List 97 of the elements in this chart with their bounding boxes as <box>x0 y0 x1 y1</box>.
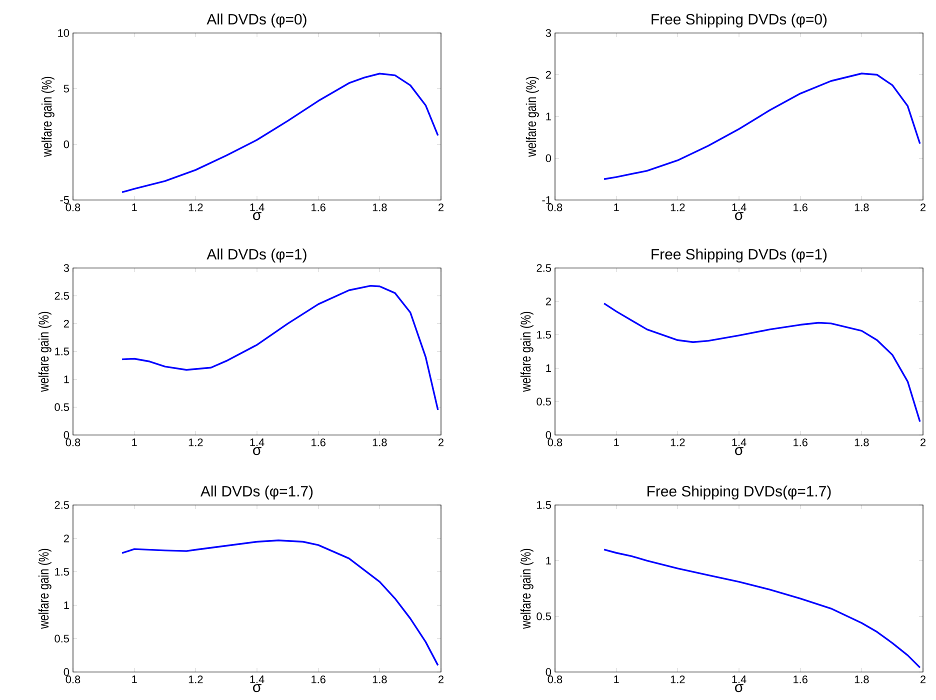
x-tick-label: 1.6 <box>794 438 808 446</box>
x-tick-label: 1 <box>132 204 137 212</box>
y-tick-label: 3 <box>546 29 551 37</box>
y-tick-label: 1 <box>546 112 551 120</box>
y-axis-title: welfare gain (%) <box>520 312 534 392</box>
x-tick-label: 1.4 <box>732 676 746 684</box>
x-tick-label: 2 <box>920 676 926 684</box>
x-tick-label: 2 <box>438 438 444 446</box>
line-series <box>121 72 439 194</box>
x-tick-label: 1.8 <box>372 204 387 212</box>
x-tick-label: 1.6 <box>794 676 808 684</box>
y-tick-label: 0.5 <box>536 612 552 620</box>
y-tick-label: 2 <box>64 320 69 328</box>
y-tick-label: 2 <box>546 298 551 306</box>
x-tick-label: 1 <box>614 438 619 446</box>
x-tick-label: 0.8 <box>548 204 562 212</box>
x-tick-label: 2 <box>438 204 444 212</box>
y-tick-label: 2 <box>546 70 551 79</box>
y-tick-label: 0 <box>64 431 70 439</box>
x-tick-label: 1.4 <box>732 438 746 446</box>
y-tick-label: 0 <box>546 431 552 439</box>
chart-title: Free Shipping DVDs(φ=1.7) <box>648 486 831 500</box>
x-axis-title: σ <box>253 212 262 220</box>
y-tick-label: 0.5 <box>54 634 70 642</box>
y-axis-title: welfare gain (%) <box>526 76 539 157</box>
y-tick-label: 5 <box>64 84 70 92</box>
x-tick-label: 1.8 <box>372 438 387 446</box>
x-tick-label: 1.8 <box>372 676 387 684</box>
x-tick-label: 1.4 <box>250 676 264 684</box>
y-tick-label: 1 <box>64 376 69 384</box>
chart-title: Free Shipping DVDs (φ=0) <box>652 14 827 28</box>
line-series <box>603 548 921 668</box>
y-tick-label: 1.5 <box>55 568 70 576</box>
x-tick-label: 0.8 <box>548 676 562 684</box>
x-tick-label: 1 <box>132 676 137 684</box>
x-tick-label: 1.8 <box>854 204 869 212</box>
y-axis-title: welfare gain (%) <box>41 76 54 157</box>
x-tick-label: 1 <box>132 438 137 446</box>
x-tick-label: 1.6 <box>312 676 326 684</box>
x-tick-label: 2 <box>438 676 444 684</box>
x-tick-label: 0.8 <box>548 438 562 446</box>
y-tick-label: 0 <box>64 140 70 148</box>
x-tick-label: 1.2 <box>670 438 685 446</box>
x-axis-title: σ <box>735 212 744 220</box>
x-tick-label: 1 <box>614 204 619 212</box>
x-tick-label: 1.6 <box>312 438 326 446</box>
y-tick-label: 1 <box>546 556 551 564</box>
line-series <box>121 284 439 411</box>
x-axis-title: σ <box>735 684 744 692</box>
x-tick-label: 2 <box>920 438 926 446</box>
x-tick-label: 1.2 <box>188 438 203 446</box>
x-tick-label: 1.8 <box>854 438 869 446</box>
chart-title: All DVDs (φ=1.7) <box>200 486 313 500</box>
x-tick-label: 1.6 <box>794 204 808 212</box>
x-tick-label: 1.2 <box>670 676 685 684</box>
y-tick-label: 2 <box>64 534 69 542</box>
y-tick-label: 1.5 <box>55 348 70 356</box>
y-tick-label: -1 <box>542 196 551 204</box>
y-axis-title: welfare gain (%) <box>520 548 534 629</box>
y-tick-label: 0 <box>546 668 552 676</box>
x-tick-label: 1.8 <box>854 676 869 684</box>
y-tick-label: 1.5 <box>537 501 552 509</box>
x-axis-title: σ <box>253 684 262 692</box>
x-tick-label: 0.8 <box>66 676 80 684</box>
x-tick-label: 1.6 <box>312 204 326 212</box>
y-tick-label: 2.5 <box>54 292 70 300</box>
line-series <box>603 72 921 180</box>
y-axis-title: welfare gain (%) <box>38 312 52 392</box>
y-tick-label: -5 <box>60 196 70 204</box>
y-tick-label: 0.5 <box>536 398 552 406</box>
x-tick-label: 1.2 <box>188 204 203 212</box>
chart-title: Free Shipping DVDs (φ=1) <box>652 248 827 262</box>
x-tick-label: 1.2 <box>670 204 685 212</box>
y-tick-label: 1.5 <box>537 330 552 339</box>
y-tick-label: 1 <box>64 601 69 609</box>
y-tick-label: 0.5 <box>54 403 70 412</box>
y-axis-title: welfare gain (%) <box>38 548 52 629</box>
y-tick-label: 10 <box>58 29 70 37</box>
x-tick-label: 1.4 <box>250 438 264 446</box>
x-tick-label: 1.4 <box>250 204 264 212</box>
x-tick-label: 1.4 <box>732 204 746 212</box>
x-tick-label: 0.8 <box>66 438 80 446</box>
y-tick-label: 0 <box>546 154 552 162</box>
y-tick-label: 3 <box>64 264 69 272</box>
y-tick-label: 1 <box>546 364 551 372</box>
x-tick-label: 1 <box>614 676 619 684</box>
chart-title: All DVDs (φ=0) <box>206 14 306 28</box>
y-tick-label: 2.5 <box>54 501 70 509</box>
chart-title: All DVDs (φ=1) <box>206 248 306 262</box>
x-tick-label: 1.2 <box>188 676 203 684</box>
x-axis-title: σ <box>735 447 744 456</box>
y-tick-label: 0 <box>64 668 70 676</box>
y-tick-label: 2.5 <box>536 264 552 272</box>
line-series <box>603 302 921 422</box>
x-tick-label: 0.8 <box>66 204 80 212</box>
x-tick-label: 2 <box>920 204 926 212</box>
x-axis-title: σ <box>253 447 262 456</box>
